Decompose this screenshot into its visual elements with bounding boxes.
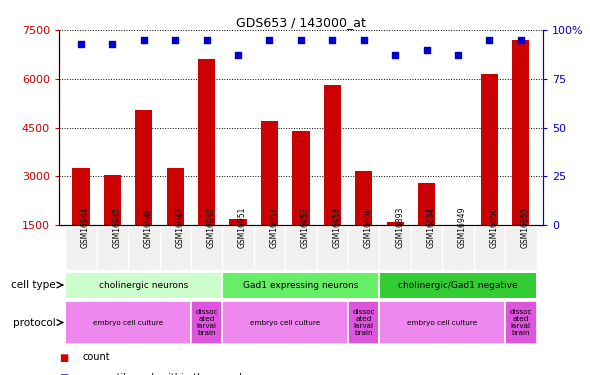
Text: protocol: protocol <box>14 318 56 327</box>
FancyBboxPatch shape <box>97 225 128 270</box>
Text: GSM16954: GSM16954 <box>332 207 342 248</box>
Text: embryo cell culture: embryo cell culture <box>93 320 163 326</box>
Point <box>234 53 243 58</box>
FancyBboxPatch shape <box>505 301 536 344</box>
Bar <box>481 74 498 274</box>
FancyBboxPatch shape <box>159 225 191 270</box>
Bar <box>166 168 184 274</box>
Text: dissoc
ated
larval
brain: dissoc ated larval brain <box>510 309 532 336</box>
Bar <box>450 225 467 274</box>
Point <box>202 37 211 43</box>
Bar <box>198 59 215 274</box>
FancyBboxPatch shape <box>65 272 222 298</box>
FancyBboxPatch shape <box>348 225 379 270</box>
Bar <box>355 171 372 274</box>
FancyBboxPatch shape <box>379 301 505 344</box>
Text: embryo cell culture: embryo cell culture <box>250 320 320 326</box>
FancyBboxPatch shape <box>348 301 379 344</box>
Point <box>327 37 337 43</box>
Point <box>139 37 149 43</box>
Text: GSM16944: GSM16944 <box>81 207 90 248</box>
Bar <box>230 219 247 274</box>
Text: GSM16952: GSM16952 <box>270 207 278 248</box>
Point <box>391 53 400 58</box>
Text: percentile rank within the sample: percentile rank within the sample <box>83 373 248 375</box>
FancyBboxPatch shape <box>191 225 222 270</box>
Bar <box>73 168 90 274</box>
Text: GSM16949: GSM16949 <box>458 207 467 248</box>
Point <box>422 46 431 53</box>
FancyBboxPatch shape <box>65 301 191 344</box>
Text: GSM16947: GSM16947 <box>175 207 184 248</box>
FancyBboxPatch shape <box>222 301 348 344</box>
Text: dissoc
ated
larval
brain: dissoc ated larval brain <box>352 309 375 336</box>
FancyBboxPatch shape <box>222 225 254 270</box>
Text: GSM16893: GSM16893 <box>395 207 404 248</box>
Text: GSM16950: GSM16950 <box>489 207 499 248</box>
FancyBboxPatch shape <box>222 272 379 298</box>
Bar <box>386 222 404 274</box>
FancyBboxPatch shape <box>191 301 222 344</box>
Point <box>76 40 86 46</box>
FancyBboxPatch shape <box>442 225 474 270</box>
FancyBboxPatch shape <box>128 225 159 270</box>
FancyBboxPatch shape <box>379 225 411 270</box>
Text: GSM16894: GSM16894 <box>427 207 435 248</box>
FancyBboxPatch shape <box>254 225 285 270</box>
Text: GSM16951: GSM16951 <box>238 207 247 248</box>
FancyBboxPatch shape <box>474 225 505 270</box>
Text: cholinergic/Gad1 negative: cholinergic/Gad1 negative <box>398 280 518 290</box>
Text: GSM16948: GSM16948 <box>206 207 216 248</box>
Bar <box>135 110 152 274</box>
Point <box>108 40 117 46</box>
Text: GSM16945: GSM16945 <box>113 207 122 248</box>
Title: GDS653 / 143000_at: GDS653 / 143000_at <box>236 16 366 29</box>
Text: cell type: cell type <box>11 280 56 290</box>
FancyBboxPatch shape <box>411 225 442 270</box>
Point <box>359 37 368 43</box>
Bar <box>512 40 529 274</box>
FancyBboxPatch shape <box>505 225 536 270</box>
Text: dissoc
ated
larval
brain: dissoc ated larval brain <box>195 309 218 336</box>
FancyBboxPatch shape <box>285 225 317 270</box>
Bar <box>324 85 341 274</box>
Text: GSM16956: GSM16956 <box>363 207 373 248</box>
Text: ■: ■ <box>59 352 68 363</box>
Bar <box>261 121 278 274</box>
Point <box>516 37 526 43</box>
Point <box>265 37 274 43</box>
Text: GSM16955: GSM16955 <box>521 207 530 248</box>
Bar <box>418 183 435 274</box>
Point <box>453 53 463 58</box>
FancyBboxPatch shape <box>379 272 536 298</box>
Text: Gad1 expressing neurons: Gad1 expressing neurons <box>243 280 359 290</box>
Text: GSM16946: GSM16946 <box>144 207 153 248</box>
Point <box>484 37 494 43</box>
FancyBboxPatch shape <box>317 225 348 270</box>
Text: GSM16953: GSM16953 <box>301 207 310 248</box>
Text: cholinergic neurons: cholinergic neurons <box>99 280 188 290</box>
Bar <box>292 131 310 274</box>
Point <box>171 37 180 43</box>
Bar <box>104 175 121 274</box>
FancyBboxPatch shape <box>65 225 97 270</box>
Point <box>296 37 306 43</box>
Text: ■: ■ <box>59 373 68 375</box>
Text: embryo cell culture: embryo cell culture <box>407 320 477 326</box>
Text: count: count <box>83 352 110 363</box>
